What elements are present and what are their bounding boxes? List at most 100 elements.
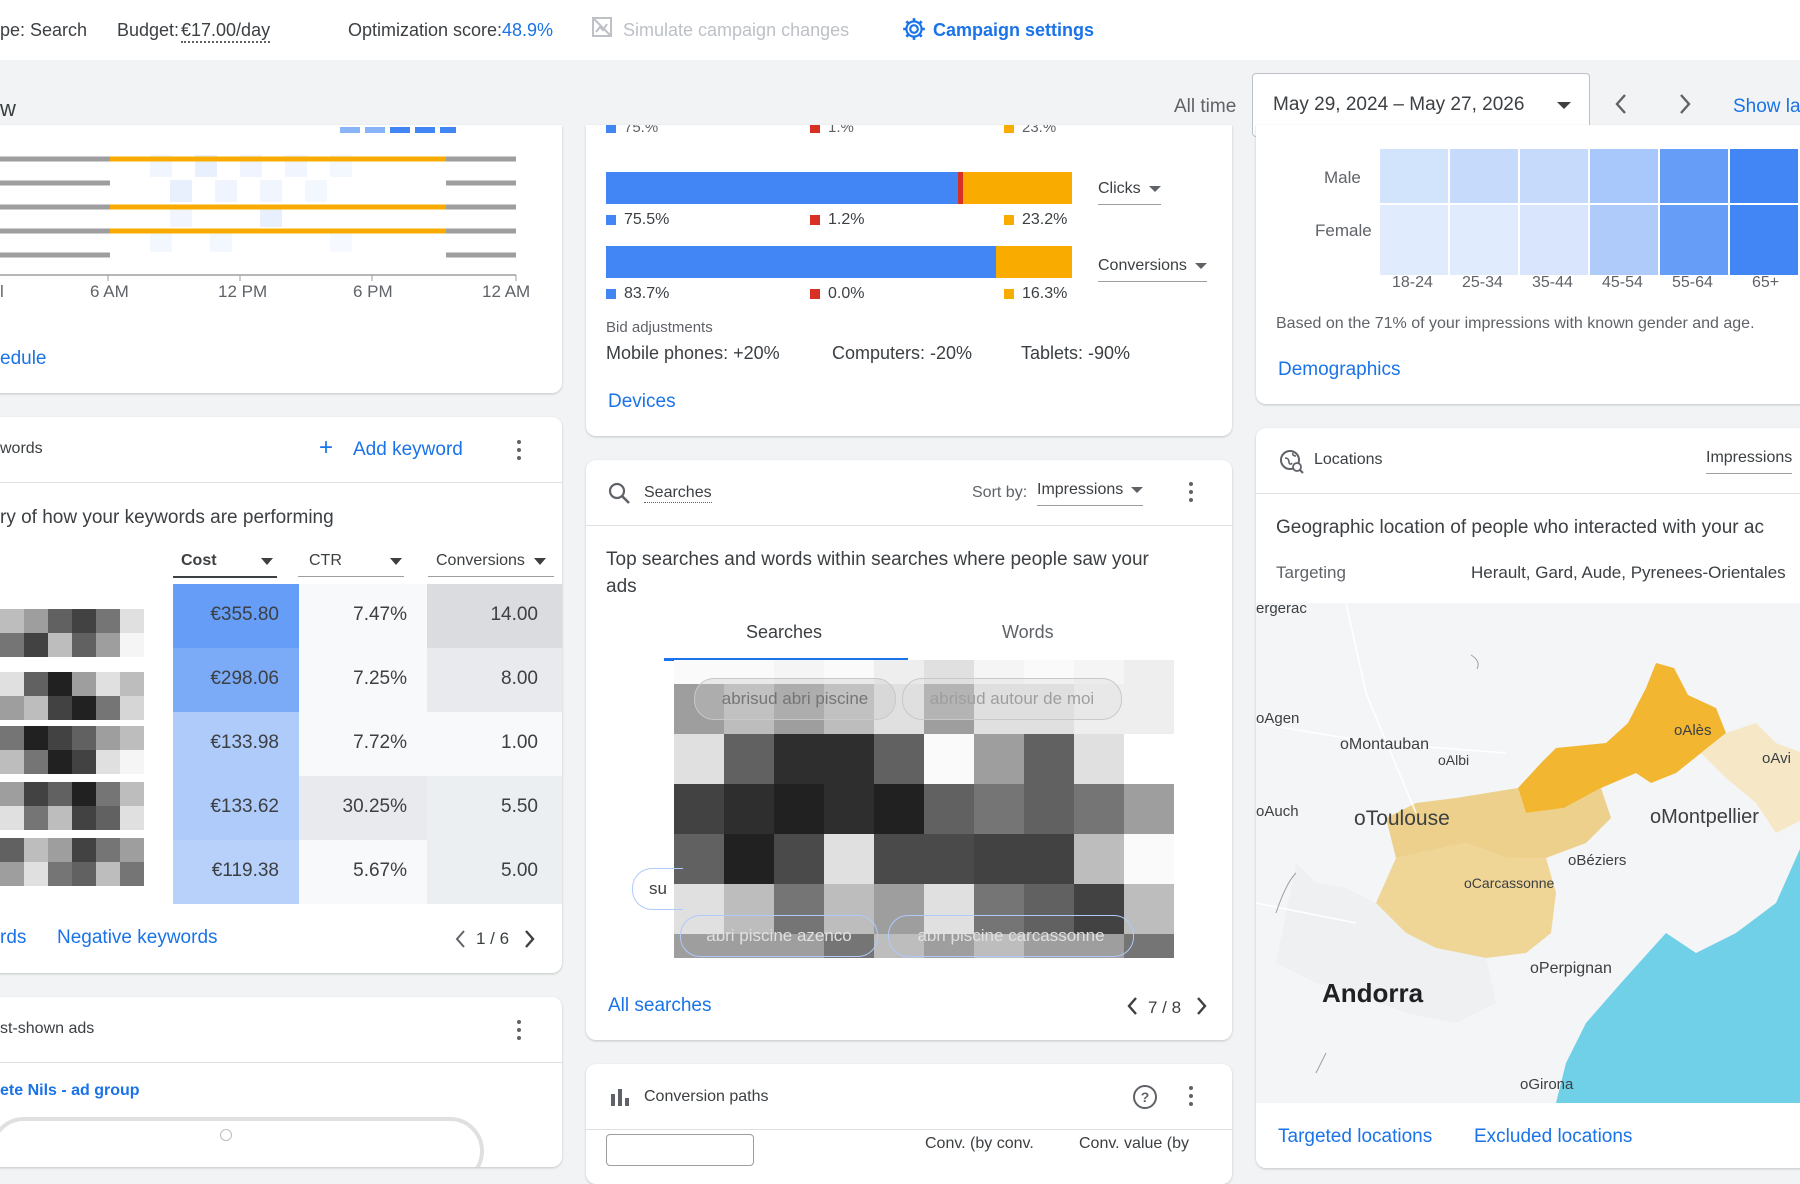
show-last-button[interactable]: Show la [1733, 96, 1800, 117]
optimization-score[interactable]: 48.9% [502, 20, 554, 40]
path-filter-select[interactable] [606, 1134, 754, 1166]
map-label-montauban: oMontauban [1340, 736, 1429, 753]
bid-mobile: Mobile phones: +20% [606, 343, 780, 363]
active-tab-indicator [664, 658, 908, 661]
all-searches-link[interactable]: All searches [608, 995, 712, 1016]
conversions-tablets-pct: 16.3% [1022, 285, 1068, 302]
schedule-tick-6pm: 6 PM [353, 282, 393, 301]
ad-schedule-card: l 6 AM 12 PM 6 PM 12 AM edule [0, 125, 562, 393]
map-label-agen: oAgen [1256, 710, 1300, 727]
next-period-icon[interactable] [1677, 92, 1693, 122]
conversions-cell: 5.00 [501, 860, 538, 881]
ctr-cell: 30.25% [342, 796, 407, 817]
mobile-segment [606, 172, 958, 204]
conversion-paths-title: Conversion paths [644, 1088, 769, 1105]
add-keyword-button[interactable]: Add keyword [353, 439, 463, 460]
cost-cell: €133.62 [210, 796, 279, 817]
conv-value-column[interactable]: Conv. value (by [1079, 1135, 1189, 1152]
search-term-chip-label: su [649, 879, 667, 898]
computers-segment [957, 172, 964, 204]
clicks-metric-select[interactable]: Clicks [1098, 180, 1161, 205]
map-label-montpellier: oMontpellier [1650, 806, 1759, 828]
searches-card-title[interactable]: Searches [644, 484, 712, 503]
bid-tablets: Tablets: -90% [1021, 343, 1131, 363]
schedule-tick-0: l [0, 282, 4, 301]
tab-words[interactable]: Words [1002, 622, 1054, 642]
simulate-changes-button[interactable]: Simulate campaign changes [623, 20, 850, 40]
mobile-segment [606, 246, 997, 278]
map-label-girona: oGirona [1520, 1076, 1574, 1093]
help-icon[interactable]: ? [1132, 1084, 1158, 1115]
column-cost[interactable]: Cost [181, 552, 217, 569]
more-options-icon[interactable] [1189, 482, 1193, 506]
ctr-cell: 7.72% [353, 732, 407, 753]
excluded-locations-link[interactable]: Excluded locations [1474, 1126, 1633, 1147]
next-page-icon[interactable] [1196, 996, 1208, 1021]
keywords-link[interactable]: rds [0, 927, 27, 948]
more-options-icon[interactable] [1189, 1086, 1193, 1110]
ad-group-link[interactable]: ete Nils - ad group [0, 1082, 140, 1099]
clicks-device-bar[interactable] [606, 172, 1072, 204]
negative-keywords-link[interactable]: Negative keywords [57, 927, 218, 948]
targeted-locations-link[interactable]: Targeted locations [1278, 1126, 1433, 1147]
tablets-segment [963, 172, 1072, 204]
previous-period-icon[interactable] [1613, 92, 1629, 122]
age-55-64: 55-64 [1672, 274, 1713, 291]
schedule-heatmap [0, 127, 517, 281]
ad-preview[interactable] [0, 1117, 484, 1167]
conversions-metric-select[interactable]: Conversions [1098, 257, 1207, 282]
map-label-andorra: Andorra [1322, 978, 1424, 1008]
search-term-chip[interactable]: abri piscine azenco [680, 915, 878, 957]
tab-searches[interactable]: Searches [746, 622, 823, 642]
conversions-cell: 5.50 [501, 796, 538, 817]
ctr-cell: 7.25% [353, 668, 407, 689]
ads-card-title: st-shown ads [0, 1020, 95, 1037]
search-term-chip[interactable]: abri piscine carcassonne [888, 915, 1134, 957]
search-term-chip[interactable]: abrisud abri piscine [694, 678, 896, 720]
map-label-beziers: oBéziers [1568, 852, 1627, 869]
page-title: w [0, 96, 16, 121]
bar-chart-icon [610, 1088, 630, 1113]
gear-icon[interactable] [901, 16, 927, 47]
chevron-down-icon[interactable] [390, 558, 402, 565]
column-conversions[interactable]: Conversions [436, 552, 525, 569]
keywords-card: words + Add keyword ry of how your keywo… [0, 417, 562, 973]
sort-icon[interactable] [261, 558, 273, 565]
devices-card: 75.% 1.% 23.% 75.5% 1.2% 23.2% Clicks 83… [586, 125, 1232, 436]
clicks-mobile-pct: 75.5% [624, 211, 670, 228]
next-page-icon[interactable] [524, 929, 536, 954]
all-time-label: All time [1174, 96, 1237, 117]
previous-page-icon[interactable] [454, 929, 466, 954]
map-label-auch: oAuch [1256, 803, 1299, 820]
conversions-cell: 1.00 [501, 732, 538, 753]
devices-link[interactable]: Devices [608, 391, 676, 412]
devices-top-tablets: 23.% [1022, 125, 1057, 136]
more-options-icon[interactable] [517, 440, 521, 464]
devices-top-mobile: 75.% [624, 125, 659, 136]
map-label-avignon: oAvi [1762, 750, 1791, 767]
search-term-chip[interactable]: su [632, 868, 683, 910]
plus-icon[interactable]: + [319, 434, 334, 461]
budget-value[interactable]: €17.00/day [181, 20, 271, 43]
ad-schedule-link[interactable]: edule [0, 348, 47, 369]
conversions-device-bar[interactable] [606, 246, 1072, 278]
search-term-chip-label: abri piscine azenco [706, 926, 852, 945]
locations-map[interactable] [1256, 603, 1800, 1103]
demographics-link[interactable]: Demographics [1278, 359, 1401, 380]
sort-by-value: Impressions [1037, 481, 1124, 498]
chevron-down-icon[interactable] [534, 558, 546, 565]
previous-page-icon[interactable] [1126, 996, 1138, 1021]
conv-column[interactable]: Conv. (by conv. [925, 1135, 1034, 1152]
column-ctr[interactable]: CTR [309, 552, 342, 569]
campaign-settings-button[interactable]: Campaign settings [933, 20, 1095, 40]
more-options-icon[interactable] [517, 1020, 521, 1044]
ctr-cell: 5.67% [353, 860, 407, 881]
sort-by-select[interactable]: Impressions [1037, 481, 1144, 506]
clicks-tablets-pct: 23.2% [1022, 211, 1068, 228]
schedule-tick-6am: 6 AM [90, 282, 129, 301]
targeting-label: Targeting [1276, 563, 1346, 582]
chevron-down-icon [1557, 102, 1571, 109]
search-term-chip[interactable]: abrisud autour de moi [902, 678, 1122, 720]
locations-metric-select[interactable]: Impressions [1706, 449, 1793, 474]
conversions-mobile-pct: 83.7% [624, 285, 670, 302]
